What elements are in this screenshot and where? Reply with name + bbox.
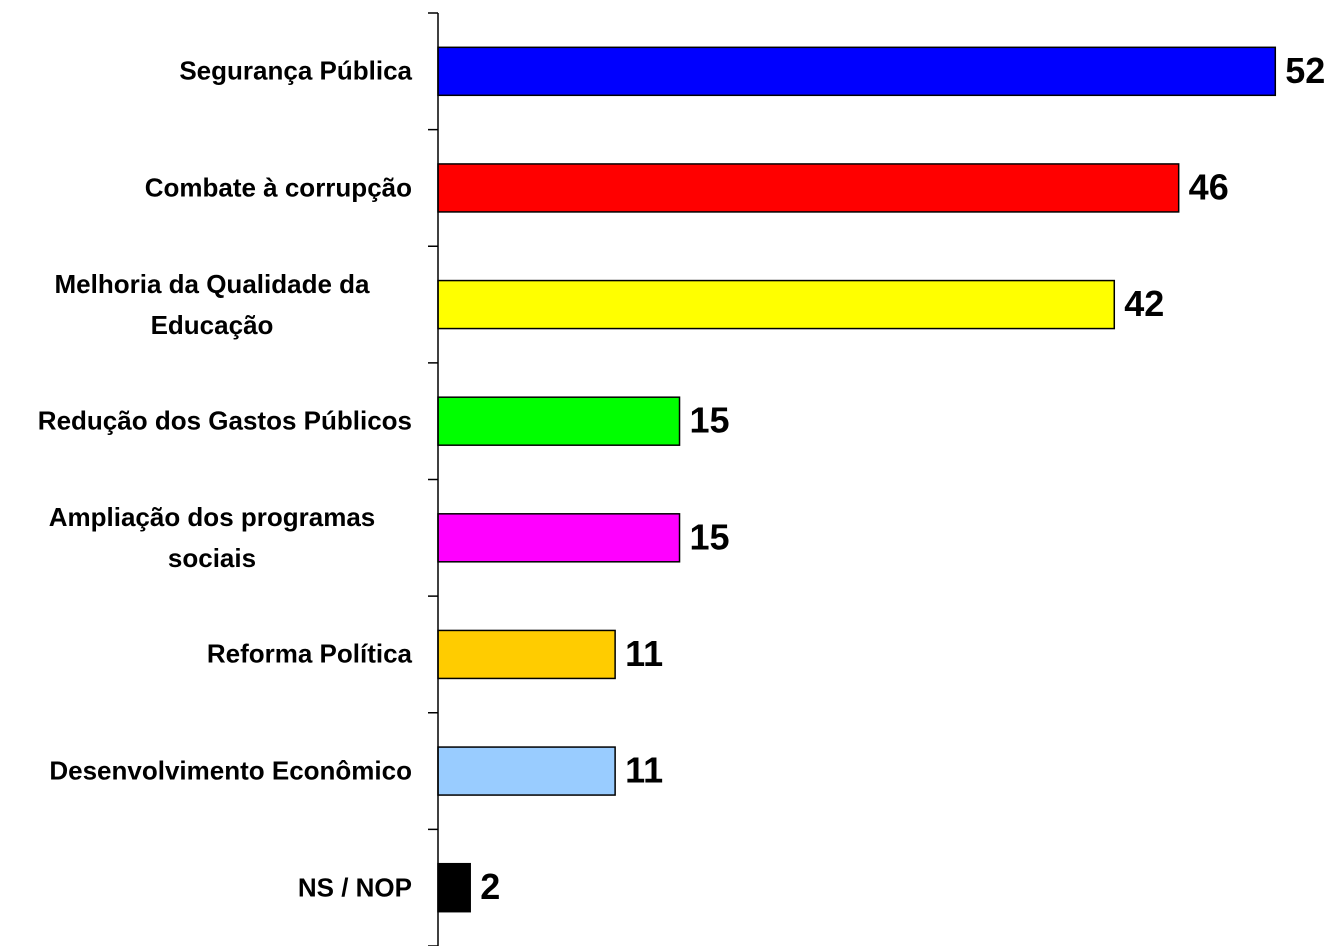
value-label: 15 — [690, 400, 730, 441]
value-label: 11 — [625, 633, 663, 674]
bar — [437, 396, 681, 446]
value-label: 15 — [690, 516, 730, 557]
value-label: 42 — [1124, 283, 1164, 324]
category-label: Ampliação dos programas sociais — [48, 501, 376, 573]
category-label-box: Combate à corrupção — [0, 167, 412, 208]
category-label-box: Segurança Pública — [0, 51, 412, 92]
category-label-box: Desenvolvimento Econômico — [0, 751, 412, 792]
bar — [437, 279, 1116, 330]
bar — [437, 862, 471, 913]
bar — [437, 163, 1180, 213]
category-label: Segurança Pública — [179, 55, 412, 86]
category-label: Melhoria da Qualidade da Educação — [54, 268, 370, 340]
category-label: Desenvolvimento Econômico — [49, 755, 412, 786]
category-label-box: NS / NOP — [0, 867, 412, 908]
value-label: 2 — [480, 866, 500, 907]
category-label: NS / NOP — [297, 872, 412, 903]
value-label: 52 — [1285, 50, 1325, 91]
category-label-box: Reforma Política — [0, 634, 412, 675]
category-label: Redução dos Gastos Públicos — [37, 405, 412, 436]
value-label: 11 — [625, 750, 663, 791]
category-label: Combate à corrupção — [144, 172, 412, 203]
bar — [437, 629, 616, 680]
category-label: Reforma Política — [206, 638, 412, 669]
category-label-box: Melhoria da Qualidade da Educação — [0, 264, 412, 346]
category-label-box: Ampliação dos programas sociais — [0, 497, 412, 579]
bar — [437, 46, 1277, 97]
bar — [437, 513, 681, 563]
category-label-box: Redução dos Gastos Públicos — [0, 401, 412, 442]
value-label: 46 — [1189, 166, 1229, 207]
bar — [437, 746, 616, 796]
